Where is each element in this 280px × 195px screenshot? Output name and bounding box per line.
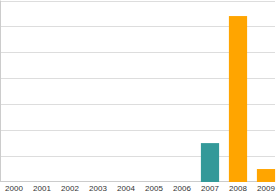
bar (257, 169, 275, 182)
bar (5, 182, 23, 183)
y-axis-line (0, 1, 1, 183)
x-tick-label: 2009 (257, 184, 275, 193)
bar (61, 182, 79, 183)
bar (145, 182, 163, 183)
bar (89, 182, 107, 183)
bar (173, 182, 191, 183)
x-tick-label: 2005 (145, 184, 163, 193)
grid (0, 2, 275, 182)
bars (201, 16, 275, 182)
bar (201, 143, 219, 182)
x-tick-label: 2006 (173, 184, 191, 193)
grid-line (0, 1, 275, 2)
bar (33, 182, 51, 183)
x-tick-label: 2003 (89, 184, 107, 193)
x-tick-label: 2000 (5, 184, 23, 193)
chart-svg: 2000 2001 2002 2003 2004 2005 2006 2007 2008 2009 (0, 0, 280, 195)
x-tick-label: 2004 (117, 184, 135, 193)
x-tick-label: 2008 (229, 184, 247, 193)
chart-container: 2000 2001 2002 2003 2004 2005 2006 2007 2008 2009 (0, 0, 280, 195)
x-tick-label: 2001 (33, 184, 51, 193)
x-tick-label: 2007 (201, 184, 219, 193)
bar (229, 16, 247, 182)
x-tick-label: 2002 (61, 184, 79, 193)
bar (117, 182, 135, 183)
